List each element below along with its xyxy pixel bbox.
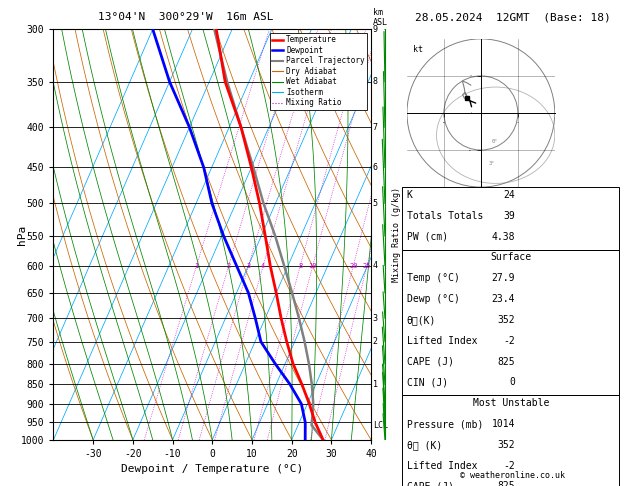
Text: 25: 25: [363, 262, 371, 269]
Text: 1014: 1014: [492, 419, 515, 429]
Text: 10: 10: [309, 262, 317, 269]
Text: 39: 39: [504, 211, 515, 221]
Text: 1: 1: [194, 262, 199, 269]
Text: 6: 6: [373, 163, 377, 172]
Text: kt: kt: [413, 45, 423, 54]
Text: -2: -2: [504, 336, 515, 346]
Text: 4: 4: [373, 261, 377, 270]
Text: 1: 1: [373, 380, 377, 389]
Text: 0: 0: [509, 378, 515, 387]
Text: 352: 352: [498, 440, 515, 450]
Text: K: K: [406, 190, 413, 200]
Text: 9: 9: [373, 25, 377, 34]
Text: Dewp (°C): Dewp (°C): [406, 294, 459, 304]
Text: 4: 4: [261, 262, 265, 269]
Text: 24: 24: [504, 190, 515, 200]
Text: 27.9: 27.9: [492, 273, 515, 283]
Text: Surface: Surface: [490, 252, 532, 262]
Text: CIN (J): CIN (J): [406, 378, 448, 387]
Text: Most Unstable: Most Unstable: [472, 398, 549, 408]
Text: 0°: 0°: [492, 139, 498, 144]
Text: PW (cm): PW (cm): [406, 232, 448, 242]
Text: © weatheronline.co.uk: © weatheronline.co.uk: [460, 471, 565, 480]
Text: Mixing Ratio (g/kg): Mixing Ratio (g/kg): [392, 187, 401, 282]
Legend: Temperature, Dewpoint, Parcel Trajectory, Dry Adiabat, Wet Adiabat, Isotherm, Mi: Temperature, Dewpoint, Parcel Trajectory…: [270, 33, 367, 110]
Text: LCL: LCL: [373, 421, 387, 430]
Text: -2: -2: [504, 461, 515, 470]
Text: Lifted Index: Lifted Index: [406, 336, 477, 346]
X-axis label: Dewpoint / Temperature (°C): Dewpoint / Temperature (°C): [121, 465, 303, 474]
Text: 5: 5: [373, 199, 377, 208]
Text: 4.38: 4.38: [492, 232, 515, 242]
Text: 2: 2: [226, 262, 231, 269]
Text: 20: 20: [349, 262, 358, 269]
Text: Lifted Index: Lifted Index: [406, 461, 477, 470]
Text: km
ASL: km ASL: [373, 8, 387, 27]
Text: 23.4: 23.4: [492, 294, 515, 304]
Text: 28.05.2024  12GMT  (Base: 18): 28.05.2024 12GMT (Base: 18): [415, 12, 611, 22]
Bar: [402, 187, 620, 250]
Text: 8: 8: [373, 77, 377, 86]
Text: 3: 3: [373, 313, 377, 323]
Text: 3: 3: [247, 262, 251, 269]
Text: 3°: 3°: [488, 161, 495, 166]
Text: 7: 7: [373, 123, 377, 132]
Text: θᴇ(K): θᴇ(K): [406, 315, 436, 325]
Text: hPa: hPa: [17, 225, 26, 244]
Text: CAPE (J): CAPE (J): [406, 482, 454, 486]
Text: 825: 825: [498, 482, 515, 486]
Text: Pressure (mb): Pressure (mb): [406, 419, 483, 429]
Text: Totals Totals: Totals Totals: [406, 211, 483, 221]
Text: 352: 352: [498, 315, 515, 325]
Text: 2: 2: [373, 337, 377, 346]
Text: CAPE (J): CAPE (J): [406, 357, 454, 366]
Bar: [402, 395, 620, 486]
Bar: [402, 250, 620, 395]
Text: Temp (°C): Temp (°C): [406, 273, 459, 283]
Text: θᴇ (K): θᴇ (K): [406, 440, 442, 450]
Text: 8: 8: [298, 262, 303, 269]
Text: 13°04'N  300°29'W  16m ASL: 13°04'N 300°29'W 16m ASL: [97, 12, 274, 22]
Text: 825: 825: [498, 357, 515, 366]
